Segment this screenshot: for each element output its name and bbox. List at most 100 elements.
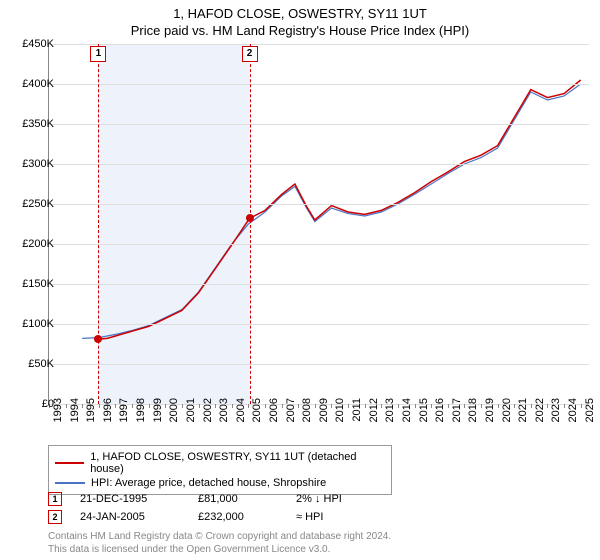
- legend: 1, HAFOD CLOSE, OSWESTRY, SY11 1UT (deta…: [48, 445, 392, 495]
- x-tick: [282, 404, 283, 408]
- x-axis-label: 2002: [202, 398, 214, 422]
- x-tick: [99, 404, 100, 408]
- x-tick: [381, 404, 382, 408]
- gridline: [49, 244, 589, 245]
- transaction-date: 21-DEC-1995: [80, 493, 180, 505]
- x-axis-label: 2018: [467, 398, 479, 422]
- x-tick: [547, 404, 548, 408]
- plot-area: 1993199419951996199719981999200020012002…: [48, 44, 589, 405]
- x-axis-label: 2005: [251, 398, 263, 422]
- x-tick: [115, 404, 116, 408]
- x-axis-label: 2020: [501, 398, 513, 422]
- gridline: [49, 44, 589, 45]
- legend-item: HPI: Average price, detached house, Shro…: [55, 476, 385, 490]
- x-axis-label: 2019: [484, 398, 496, 422]
- x-tick: [348, 404, 349, 408]
- x-axis-label: 2004: [235, 398, 247, 422]
- footer-text: Contains HM Land Registry data © Crown c…: [48, 530, 391, 556]
- x-tick: [82, 404, 83, 408]
- gridline: [49, 204, 589, 205]
- y-axis-label: £0: [10, 398, 54, 410]
- x-tick: [298, 404, 299, 408]
- x-axis-label: 2025: [584, 398, 596, 422]
- x-tick: [331, 404, 332, 408]
- x-tick: [199, 404, 200, 408]
- x-axis-label: 1997: [118, 398, 130, 422]
- x-tick: [531, 404, 532, 408]
- transaction-price: £232,000: [198, 511, 278, 523]
- marker-badge: 1: [90, 46, 106, 62]
- x-axis-label: 2012: [368, 398, 380, 422]
- y-axis-label: £400K: [10, 78, 54, 90]
- x-tick: [514, 404, 515, 408]
- marker-dot: [246, 214, 254, 222]
- x-axis-label: 1994: [69, 398, 81, 422]
- transaction-price: £81,000: [198, 493, 278, 505]
- y-axis-label: £150K: [10, 278, 54, 290]
- y-axis-label: £100K: [10, 318, 54, 330]
- x-tick: [265, 404, 266, 408]
- transaction-vs-hpi: 2% ↓ HPI: [296, 493, 356, 505]
- y-axis-label: £50K: [10, 358, 54, 370]
- x-axis-label: 1998: [135, 398, 147, 422]
- gridline: [49, 84, 589, 85]
- x-tick: [415, 404, 416, 408]
- x-tick: [581, 404, 582, 408]
- transaction-row: 224-JAN-2005£232,000≈ HPI: [48, 508, 356, 526]
- footer-line1: Contains HM Land Registry data © Crown c…: [48, 530, 391, 543]
- series-line: [82, 84, 581, 338]
- x-axis-label: 2024: [567, 398, 579, 422]
- marker-dot: [94, 335, 102, 343]
- marker-line: [250, 44, 251, 404]
- x-axis-label: 2022: [534, 398, 546, 422]
- line-svg: [49, 44, 589, 404]
- x-tick: [232, 404, 233, 408]
- x-tick: [66, 404, 67, 408]
- legend-item: 1, HAFOD CLOSE, OSWESTRY, SY11 1UT (deta…: [55, 450, 385, 476]
- gridline: [49, 284, 589, 285]
- chart-title: 1, HAFOD CLOSE, OSWESTRY, SY11 1UT: [0, 0, 600, 21]
- x-axis-label: 1996: [102, 398, 114, 422]
- x-axis-label: 2010: [334, 398, 346, 422]
- x-tick: [149, 404, 150, 408]
- x-axis-label: 2003: [218, 398, 230, 422]
- legend-label: HPI: Average price, detached house, Shro…: [91, 477, 326, 489]
- transaction-marker: 1: [48, 492, 62, 506]
- x-axis-label: 2011: [351, 398, 363, 422]
- gridline: [49, 164, 589, 165]
- y-axis-label: £350K: [10, 118, 54, 130]
- x-tick: [498, 404, 499, 408]
- footer-line2: This data is licensed under the Open Gov…: [48, 543, 391, 556]
- x-tick: [315, 404, 316, 408]
- x-tick: [215, 404, 216, 408]
- x-tick: [448, 404, 449, 408]
- y-axis-label: £300K: [10, 158, 54, 170]
- x-tick: [464, 404, 465, 408]
- x-tick: [431, 404, 432, 408]
- x-axis-label: 2017: [451, 398, 463, 422]
- transaction-marker: 2: [48, 510, 62, 524]
- gridline: [49, 324, 589, 325]
- gridline: [49, 124, 589, 125]
- x-axis-label: 2001: [185, 398, 197, 422]
- transaction-vs-hpi: ≈ HPI: [296, 511, 356, 523]
- chart-subtitle: Price paid vs. HM Land Registry's House …: [0, 21, 600, 38]
- x-tick: [564, 404, 565, 408]
- x-tick: [481, 404, 482, 408]
- x-tick: [182, 404, 183, 408]
- x-tick: [365, 404, 366, 408]
- x-axis-label: 2009: [318, 398, 330, 422]
- x-axis-label: 1999: [152, 398, 164, 422]
- x-axis-label: 2007: [285, 398, 297, 422]
- x-axis-label: 2021: [517, 398, 529, 422]
- x-tick: [132, 404, 133, 408]
- transaction-row: 1 21-DEC-1995 £81,000 2% ↓ HPI: [48, 490, 356, 508]
- series-line: [98, 80, 580, 339]
- y-axis-label: £250K: [10, 198, 54, 210]
- x-axis-label: 2016: [434, 398, 446, 422]
- x-axis-label: 2014: [401, 398, 413, 422]
- x-axis-label: 2006: [268, 398, 280, 422]
- marker-line: [98, 44, 99, 404]
- legend-label: 1, HAFOD CLOSE, OSWESTRY, SY11 1UT (deta…: [90, 451, 385, 475]
- x-tick: [165, 404, 166, 408]
